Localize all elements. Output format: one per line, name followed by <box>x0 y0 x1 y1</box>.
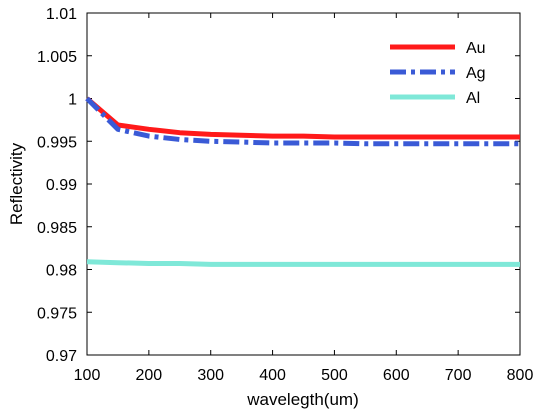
legend-label: Al <box>466 90 480 107</box>
series-line-al <box>86 259 520 267</box>
series-line-ag <box>85 96 520 147</box>
x-tick-label: 500 <box>321 367 348 384</box>
y-tick-label: 1 <box>68 92 77 109</box>
y-tick-label: 0.995 <box>37 134 77 151</box>
x-tick-label: 100 <box>74 367 101 384</box>
series-line-au <box>85 96 520 140</box>
x-tick-label: 300 <box>197 367 224 384</box>
legend: Au Ag Al <box>390 40 486 107</box>
series-lines <box>85 96 520 267</box>
y-tick-label: 0.98 <box>46 263 77 280</box>
y-tick-label: 1.01 <box>46 6 77 23</box>
plot-area <box>86 12 521 356</box>
y-tick-label: 0.97 <box>46 348 77 365</box>
legend-label: Ag <box>466 65 486 82</box>
x-tick-label: 700 <box>445 367 472 384</box>
x-tick-label: 600 <box>383 367 410 384</box>
y-axis-label: Reflectivity <box>7 142 26 225</box>
x-tick-label: 200 <box>136 367 163 384</box>
x-axis-label: wavelegth(um) <box>246 390 359 409</box>
y-tick-label: 0.99 <box>46 177 77 194</box>
legend-label: Au <box>466 40 486 57</box>
y-tick-label: 0.975 <box>37 305 77 322</box>
y-tick-label: 0.985 <box>37 220 77 237</box>
axis-ticks: 100 200 300 400 500 600 700 800 0.97 0.975 0.98 0.9… <box>37 6 533 384</box>
x-tick-label: 800 <box>507 367 534 384</box>
y-tick-label: 1.005 <box>37 49 77 66</box>
x-tick-label: 400 <box>259 367 286 384</box>
